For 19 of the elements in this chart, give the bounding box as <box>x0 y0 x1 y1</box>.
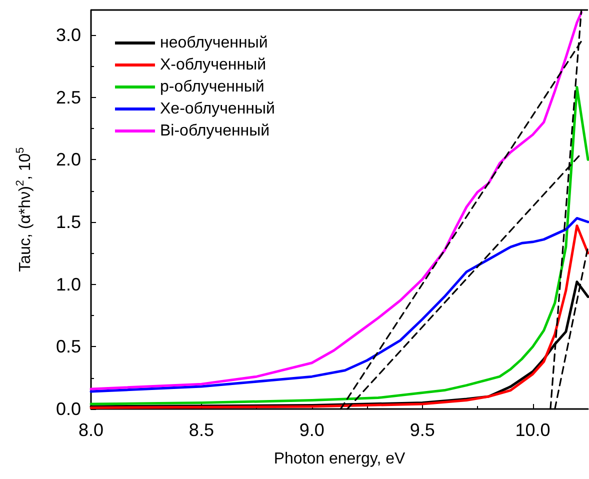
x-tick-label: 8.0 <box>78 420 104 440</box>
x-tick-label: 9.0 <box>299 420 324 440</box>
legend-label: p-облученный <box>160 78 264 96</box>
x-tick-label: 8.5 <box>188 420 214 440</box>
y-tick-label: 2.5 <box>56 87 81 108</box>
x-tick-label: 10.0 <box>515 420 550 440</box>
x-tick-label: 9.5 <box>410 420 435 440</box>
y-tick-label: 1.0 <box>56 274 81 294</box>
y-tick-label: 0.5 <box>56 336 81 357</box>
legend-label: необлученный <box>160 34 268 52</box>
x-axis-title: Photon energy, eV <box>274 450 406 468</box>
y-tick-label: 1.5 <box>56 212 81 232</box>
y-tick-label: 2.0 <box>56 150 81 170</box>
legend-label: X-облученный <box>160 56 266 74</box>
y-tick-label: 3.0 <box>56 24 81 45</box>
y-tick-label: 0.0 <box>56 399 81 419</box>
y-axis-title: Tauc, (α*hν)2, 105 <box>14 147 34 272</box>
legend-label: Bi-облученный <box>160 122 270 140</box>
legend-label: Xe-облученный <box>160 100 275 118</box>
